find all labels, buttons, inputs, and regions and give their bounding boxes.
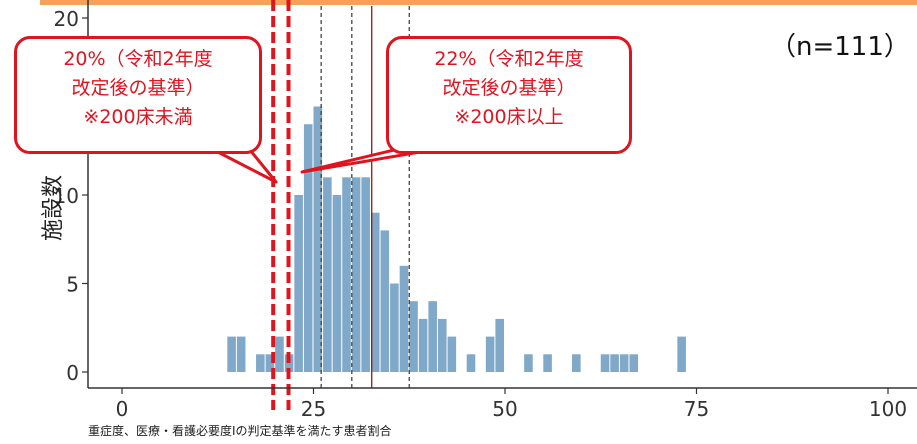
histogram-bar: [294, 195, 303, 372]
histogram-bar: [485, 336, 495, 372]
histogram-bar: [265, 354, 275, 372]
histogram-bar: [437, 318, 447, 372]
histogram-bar: [418, 318, 428, 372]
callout-left-line-1: 20%（令和2年度: [63, 48, 213, 70]
sample-size-label: （n=111）: [770, 32, 910, 62]
x-tick-label: 25: [301, 397, 326, 421]
histogram-bar: [572, 354, 581, 372]
x-tick-label: 0: [116, 397, 129, 421]
bars-group: [227, 106, 686, 372]
y-tick-label: 5: [66, 273, 79, 297]
x-tick-label: 100: [869, 397, 907, 421]
top-band: [40, 0, 917, 5]
callout-right-threshold: 22%（令和2年度 改定後の基準） ※200床以上: [386, 36, 632, 154]
histogram-bar: [447, 336, 457, 372]
histogram-bar: [428, 301, 437, 372]
histogram-bar: [600, 354, 610, 372]
histogram-bar: [351, 177, 361, 372]
histogram-bar: [284, 354, 294, 372]
histogram-bar: [361, 177, 370, 372]
x-ticks-group: 0 25 50 75 100: [116, 388, 907, 421]
histogram-bar: [256, 354, 265, 372]
histogram-bar: [332, 195, 342, 372]
y-tick-label: 10: [54, 184, 79, 208]
callout-left-threshold: 20%（令和2年度 改定後の基準） ※200床未満: [14, 36, 262, 154]
y-axis-label: 施設数: [41, 175, 66, 241]
x-tick-label: 75: [684, 397, 709, 421]
histogram-bar: [524, 354, 533, 372]
x-axis-label: 重症度、医療・看護必要度Ⅰの判定基準を満たす患者割合: [88, 423, 392, 438]
histogram-bar: [543, 354, 552, 372]
histogram-bar: [370, 212, 380, 372]
y-tick-label: 20: [54, 7, 79, 31]
histogram-bar: [610, 354, 619, 372]
histogram-bar: [323, 177, 332, 372]
histogram-bar: [275, 336, 284, 372]
histogram-bar: [227, 336, 236, 372]
histogram-bar: [399, 265, 409, 372]
histogram-bar: [466, 354, 476, 372]
callout-right-line-2: 改定後の基準）: [442, 77, 576, 99]
histogram-bar: [342, 177, 351, 372]
histogram-bar: [313, 106, 323, 372]
histogram-bar: [629, 354, 639, 372]
histogram-bar: [236, 336, 246, 372]
histogram-bar: [677, 336, 686, 372]
histogram-bar: [390, 283, 399, 372]
histogram-bar: [619, 354, 629, 372]
x-tick-label: 50: [492, 397, 517, 421]
callout-left-line-3: ※200床未満: [83, 106, 193, 128]
histogram-bar: [495, 318, 504, 372]
y-tick-label: 0: [66, 361, 79, 385]
callout-right-line-3: ※200床以上: [454, 106, 564, 128]
histogram-bar: [303, 124, 313, 372]
histogram-bar: [380, 230, 390, 372]
y-ticks-group: 0 5 10 20: [54, 7, 88, 385]
callout-right-line-1: 22%（令和2年度: [434, 48, 584, 70]
histogram-bar: [409, 301, 418, 372]
callout-left-line-2: 改定後の基準）: [71, 77, 205, 99]
